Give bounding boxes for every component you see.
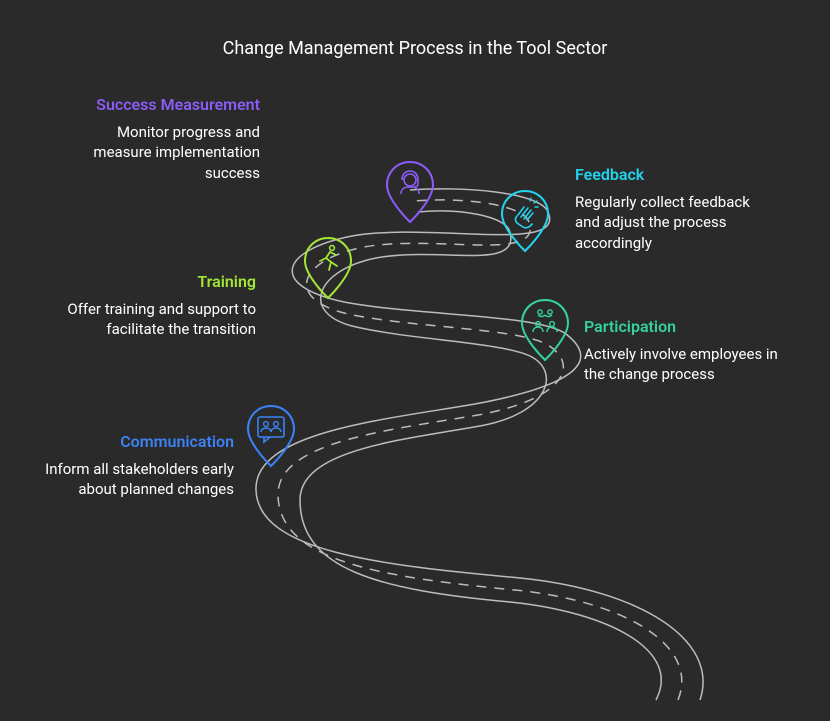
pin-communication (244, 404, 298, 470)
pin-participation (518, 298, 572, 364)
step-desc-feedback: Regularly collect feedback and adjust th… (575, 192, 775, 253)
pin-feedback (498, 189, 552, 255)
step-participation: Participation Actively involve employees… (584, 317, 784, 385)
step-title-success: Success Measurement (60, 95, 260, 114)
pin-success (383, 160, 437, 226)
pin-training (301, 236, 355, 302)
step-training: Training Offer training and support to f… (56, 272, 256, 340)
step-desc-success: Monitor progress and measure implementat… (60, 122, 260, 183)
step-success: Success Measurement Monitor progress and… (60, 95, 260, 183)
step-desc-communication: Inform all stakeholders early about plan… (34, 459, 234, 500)
page-title: Change Management Process in the Tool Se… (0, 38, 830, 59)
step-title-communication: Communication (34, 432, 234, 451)
step-desc-training: Offer training and support to facilitate… (56, 299, 256, 340)
step-title-feedback: Feedback (575, 165, 775, 184)
step-desc-participation: Actively involve employees in the change… (584, 344, 784, 385)
step-title-participation: Participation (584, 317, 784, 336)
step-feedback: Feedback Regularly collect feedback and … (575, 165, 775, 253)
step-communication: Communication Inform all stakeholders ea… (34, 432, 234, 500)
step-title-training: Training (56, 272, 256, 291)
